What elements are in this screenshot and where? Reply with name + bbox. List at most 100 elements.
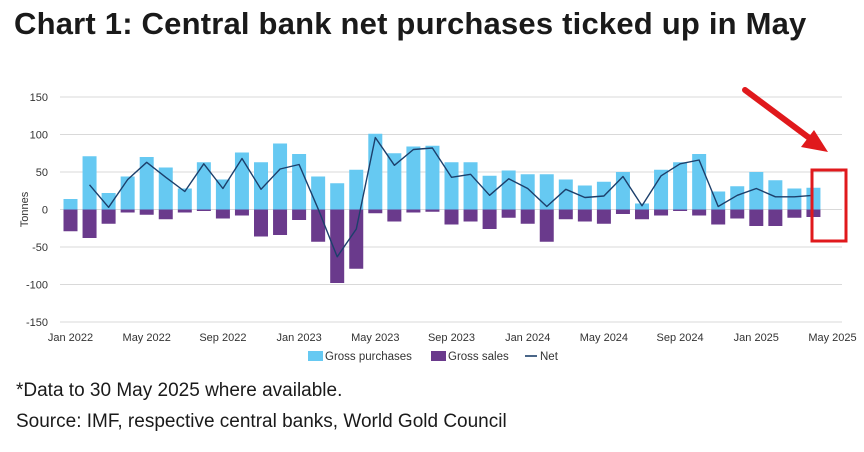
bar-gross-sales <box>349 209 364 269</box>
bar-gross-purchases <box>406 146 421 210</box>
bar-gross-sales <box>730 209 745 219</box>
bar-gross-sales <box>368 209 383 214</box>
x-tick-label: Jan 2022 <box>48 332 93 344</box>
bar-gross-purchases <box>673 162 688 210</box>
bar-gross-purchases <box>768 180 783 210</box>
bar-gross-sales <box>692 209 707 216</box>
bar-gross-sales <box>482 209 497 229</box>
legend-swatch <box>308 351 323 361</box>
x-axis-ticks: Jan 2022 May 2022 Sep 2022 Jan 2023 May 2023… <box>48 332 857 344</box>
bar-gross-sales <box>196 209 211 211</box>
legend-label: Gross sales <box>448 351 509 363</box>
bar-gross-purchases <box>215 179 230 210</box>
legend: Gross purchases Gross sales Net <box>308 351 559 363</box>
bar-gross-sales <box>120 209 135 213</box>
bar-gross-purchases <box>139 157 154 210</box>
bar-gross-sales <box>711 209 726 225</box>
bar-gross-sales <box>673 209 688 211</box>
bar-gross-purchases <box>635 203 649 210</box>
bar-gross-purchases <box>120 176 135 210</box>
chart-title: Chart 1: Central bank net purchases tick… <box>14 6 807 41</box>
bar-gross-purchases <box>482 175 497 210</box>
bar-gross-purchases <box>749 172 764 210</box>
bar-gross-sales <box>635 209 649 220</box>
x-tick-label: May 2022 <box>123 332 171 344</box>
bar-gross-sales <box>577 209 592 222</box>
x-tick-label: Sep 2024 <box>657 332 704 344</box>
bar-gross-purchases <box>234 152 249 210</box>
x-tick-label: May 2023 <box>351 332 399 344</box>
data-note: *Data to 30 May 2025 where available. <box>16 380 343 401</box>
bar-gross-purchases <box>787 188 802 210</box>
y-axis-ticks: -150 -100 -50 0 50 100 150 <box>26 92 48 329</box>
bar-gross-sales <box>273 209 288 235</box>
bar-gross-purchases <box>254 162 268 210</box>
y-tick-label: 150 <box>30 92 48 104</box>
bar-gross-purchases <box>292 154 307 210</box>
bar-gross-sales <box>82 209 97 238</box>
bar-gross-purchases <box>196 162 211 210</box>
highlight-annotation <box>742 87 848 243</box>
net-line-layer <box>88 136 814 258</box>
bar-gross-purchases <box>330 183 345 210</box>
highlight-arrow-shaft <box>742 87 815 143</box>
bar-gross-purchases <box>425 145 440 210</box>
x-tick-label: May 2025 <box>808 332 856 344</box>
legend-swatch <box>431 351 446 361</box>
x-tick-label: Jan 2023 <box>276 332 321 344</box>
bar-gross-purchases <box>387 153 402 210</box>
bar-gross-purchases <box>558 179 573 210</box>
y-tick-label: 0 <box>42 205 48 217</box>
y-axis-label: Tonnes <box>19 191 31 227</box>
bar-gross-sales <box>463 209 478 222</box>
bar-gross-sales <box>539 209 554 242</box>
bar-gross-purchases <box>539 174 554 210</box>
bar-gross-sales <box>177 209 192 213</box>
bar-gross-sales <box>330 209 345 283</box>
bar-gross-sales <box>654 209 669 216</box>
y-tick-label: -50 <box>32 242 48 254</box>
bar-gross-sales <box>444 209 459 225</box>
bar-gross-purchases <box>82 156 97 210</box>
bar-gross-sales <box>63 209 78 232</box>
bar-gross-purchases <box>520 174 535 210</box>
bars <box>63 133 821 283</box>
x-tick-label: Jan 2025 <box>734 332 779 344</box>
bar-gross-sales <box>101 209 116 224</box>
bar-gross-sales <box>139 209 154 215</box>
y-tick-label: -150 <box>26 317 48 329</box>
bar-gross-sales <box>387 209 402 222</box>
net-line <box>88 136 814 258</box>
bar-gross-sales <box>234 209 249 216</box>
bar-gross-sales <box>501 209 516 218</box>
bar-gross-purchases <box>730 186 745 210</box>
bar-gross-sales <box>558 209 573 220</box>
bar-gross-sales <box>158 209 173 220</box>
bar-gross-sales <box>311 209 326 242</box>
bar-gross-sales <box>596 209 611 224</box>
bar-gross-purchases <box>444 162 459 210</box>
source-note: Source: IMF, respective central banks, W… <box>16 411 507 432</box>
bar-gross-sales <box>787 209 802 218</box>
bar-gross-purchases <box>349 169 364 210</box>
x-tick-label: Jan 2024 <box>505 332 550 344</box>
bar-gross-sales <box>768 209 783 226</box>
bar-gross-purchases <box>501 170 516 210</box>
bar-gross-sales <box>615 209 630 214</box>
y-tick-label: 100 <box>30 130 48 142</box>
y-tick-label: 50 <box>36 167 48 179</box>
bar-gross-purchases <box>273 143 288 210</box>
bar-gross-purchases <box>463 162 478 210</box>
legend-label: Gross purchases <box>325 351 412 363</box>
legend-label: Net <box>540 351 559 363</box>
highlight-arrow-head <box>801 130 828 152</box>
bar-gross-purchases <box>63 199 78 210</box>
x-tick-label: Sep 2023 <box>428 332 475 344</box>
bar-gross-sales <box>749 209 764 226</box>
x-tick-label: Sep 2022 <box>199 332 246 344</box>
bar-gross-purchases <box>654 169 669 210</box>
highlight-box <box>810 168 848 243</box>
bar-gross-purchases <box>311 176 326 210</box>
bar-gross-sales <box>406 209 421 213</box>
